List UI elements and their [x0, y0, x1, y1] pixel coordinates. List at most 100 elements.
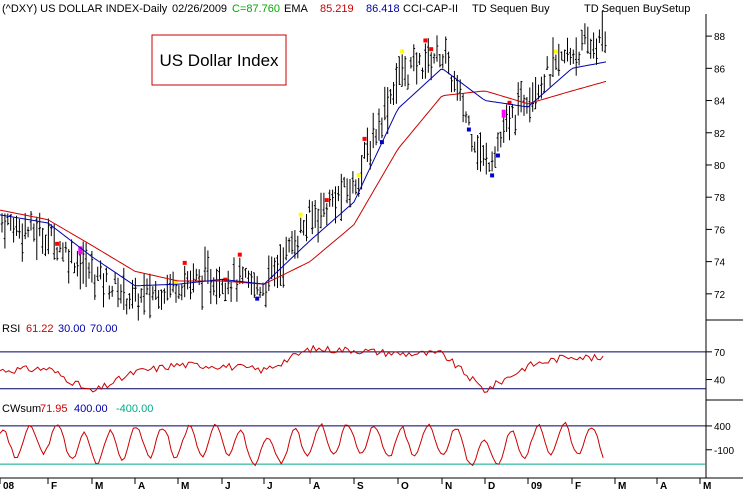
header-date: 02/26/2009 — [172, 3, 227, 15]
price-bar — [569, 47, 572, 65]
price-bar — [572, 49, 575, 64]
price-bar — [421, 67, 424, 80]
cw-high: 400.00 — [74, 403, 108, 415]
price-bar — [192, 263, 195, 293]
price-bar — [0, 213, 4, 233]
price-tick-label-4: 80 — [714, 161, 726, 172]
price-bar — [435, 35, 439, 62]
price-bar — [479, 132, 482, 172]
price-bar — [282, 247, 285, 288]
price-bar — [482, 145, 485, 166]
price-bar — [137, 293, 140, 321]
price-bar — [110, 285, 114, 297]
price-bar — [583, 23, 587, 45]
price-bar — [603, 31, 607, 54]
price-bar — [392, 81, 395, 105]
month-label-12: 09 — [531, 481, 543, 492]
header-study: CCI-CAP-II — [403, 3, 458, 15]
price-tick-label-1: 74 — [714, 258, 726, 269]
td-mark-17 — [495, 153, 500, 158]
price-bar — [557, 43, 561, 76]
price-bar — [577, 51, 581, 66]
price-bar — [58, 240, 62, 253]
price-bar — [79, 251, 82, 290]
price-bar — [551, 37, 555, 77]
price-bar — [522, 94, 526, 116]
price-bar — [514, 114, 517, 136]
price-bar — [96, 266, 99, 281]
price-tick-label-3: 78 — [714, 193, 726, 204]
price-bar — [226, 270, 230, 295]
header-ema1: 85.219 — [320, 3, 354, 15]
month-label-2: M — [95, 481, 103, 492]
price-bar — [485, 142, 488, 175]
price-bar — [403, 55, 407, 87]
price-bar — [76, 250, 79, 277]
month-label-7: A — [313, 481, 320, 492]
price-bar — [598, 29, 601, 44]
td-mark-0 — [55, 241, 60, 246]
price-bars — [0, 10, 607, 321]
price-bar — [534, 77, 537, 110]
price-bar — [26, 226, 30, 238]
price-bar — [171, 271, 175, 293]
price-bar — [183, 265, 186, 298]
price-bar — [279, 244, 282, 286]
month-label-8: S — [357, 481, 364, 492]
price-bar — [351, 171, 355, 194]
price-bar — [487, 162, 491, 172]
rsi-series: 40 70 — [0, 344, 726, 393]
price-bar — [160, 289, 163, 310]
price-bar — [337, 185, 340, 202]
price-bar — [502, 114, 505, 143]
price-bar — [389, 89, 392, 104]
td-mark-7 — [298, 212, 303, 217]
price-bar — [174, 284, 178, 303]
header-td-buy: TD Sequen Buy — [472, 3, 550, 15]
price-bar — [601, 10, 604, 52]
price-bar — [412, 44, 416, 72]
td-mark-6 — [255, 296, 260, 301]
price-bar — [476, 135, 479, 171]
price-bar — [427, 38, 430, 73]
price-bar — [73, 262, 76, 274]
price-bar — [87, 262, 91, 279]
price-bar — [70, 239, 73, 264]
ema-fast-line — [0, 61, 607, 287]
price-bar — [293, 230, 297, 259]
price-bar — [299, 217, 302, 234]
price-bar — [244, 267, 247, 278]
price-bar — [125, 298, 128, 315]
price-bar — [180, 284, 184, 301]
price-bar — [595, 38, 598, 65]
price-bar — [113, 272, 117, 285]
cw-line — [0, 421, 604, 467]
price-bar — [145, 278, 149, 295]
rsi-tick-label-0: 40 — [714, 376, 726, 387]
price-bar — [267, 255, 271, 292]
price-bar — [316, 208, 320, 243]
price-bar — [32, 223, 36, 242]
price-bar — [574, 37, 578, 76]
month-label-4: M — [181, 481, 189, 492]
price-bar — [151, 286, 155, 301]
price-bar — [93, 274, 97, 300]
price-bar — [398, 56, 401, 85]
td-mark-5 — [237, 252, 242, 257]
price-bar — [406, 74, 410, 90]
price-bar — [209, 268, 213, 305]
price-bar — [189, 270, 192, 300]
price-bar — [490, 151, 494, 172]
title-box-text: US Dollar Index — [159, 51, 279, 70]
price-bar — [525, 97, 529, 114]
price-bar — [473, 141, 476, 153]
price-bar — [369, 141, 372, 170]
price-bar — [545, 56, 549, 71]
price-bar — [122, 267, 126, 310]
price-bar — [81, 241, 85, 284]
price-bar — [235, 279, 239, 302]
rsi-tick-label-1: 70 — [714, 348, 726, 359]
header-close: C=87.760 — [232, 3, 280, 15]
price-bar — [345, 178, 349, 204]
price-bar — [47, 218, 50, 255]
